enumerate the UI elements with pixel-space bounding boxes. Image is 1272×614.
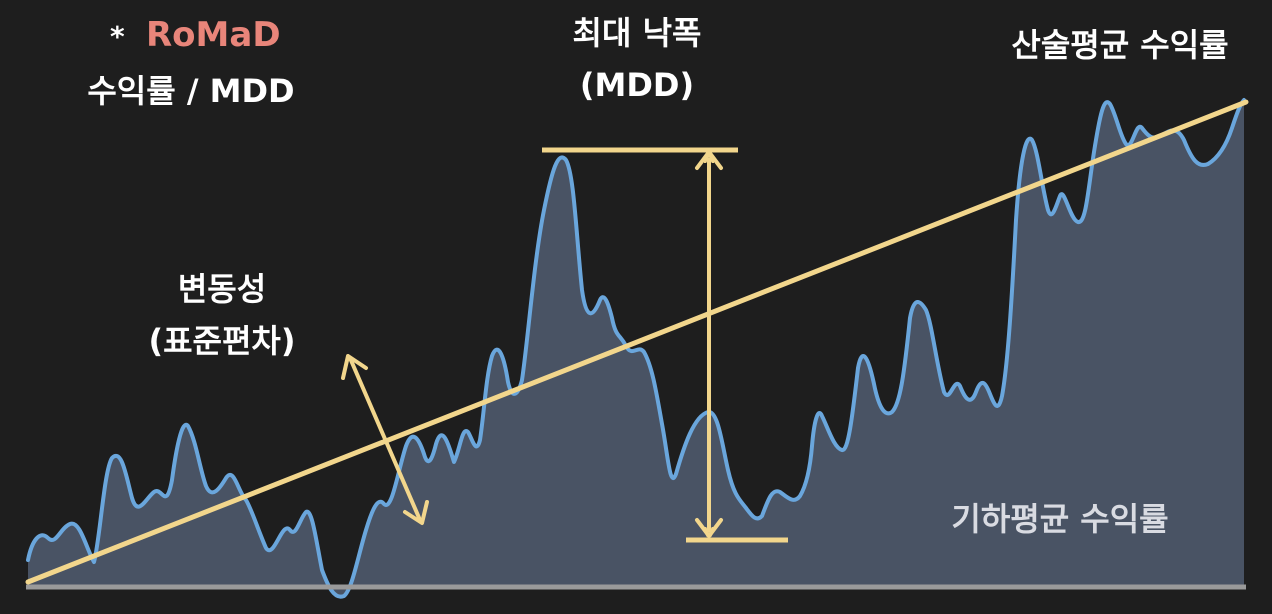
trend-line <box>25 99 1249 585</box>
mdd-arrow-head-top <box>695 150 723 170</box>
volatility-arrow-head-top <box>341 354 368 380</box>
diagonal-double-arrow-icon <box>341 354 429 525</box>
romad-star: * <box>110 20 125 53</box>
return-series-line <box>26 98 1246 599</box>
mdd-title: 최대 낙폭 <box>573 14 702 52</box>
vertical-double-arrow-icon <box>542 147 788 543</box>
arith-mean-label: 산술평균 수익률 <box>1011 26 1228 64</box>
volatility-arrow-shaft <box>348 356 422 522</box>
return-area <box>28 100 1244 597</box>
mdd-arrow-head-bottom <box>695 518 723 538</box>
romad-formula: 수익률 / MDD <box>87 72 294 110</box>
romad-title: RoMaD <box>146 15 281 55</box>
volatility-arrow-head-bottom <box>403 500 429 525</box>
volatility-title: 변동성 <box>178 270 266 308</box>
geo-mean-label: 기하평균 수익률 <box>951 500 1168 538</box>
volatility-sub: (표준편차) <box>148 322 295 360</box>
mdd-abbr: (MDD) <box>580 66 694 104</box>
